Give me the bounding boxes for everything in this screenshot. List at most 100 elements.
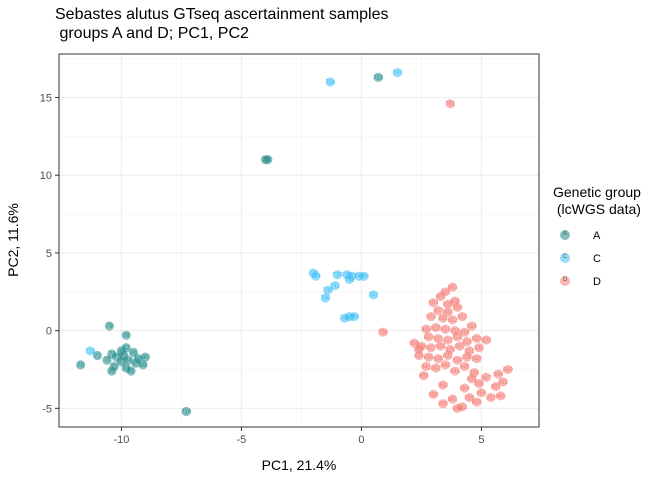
y-axis: -5 0 5 10 15 xyxy=(40,93,59,415)
data-point-label: 808 xyxy=(443,310,454,316)
data-point-label: 71 xyxy=(94,354,101,360)
data-point-group-d xyxy=(419,371,429,381)
data-point-label: 858 xyxy=(472,400,483,406)
data-point-group-a xyxy=(102,355,112,365)
data-point-group-d xyxy=(426,343,436,353)
data-point-group-a xyxy=(76,360,86,370)
y-tick-label: 0 xyxy=(46,326,52,338)
data-point-group-d xyxy=(481,335,491,345)
data-point-group-d xyxy=(472,354,482,364)
data-point-label: 814 xyxy=(467,324,478,330)
data-point-label: 809 xyxy=(452,305,463,311)
data-point-group-c xyxy=(330,280,340,291)
legend: Genetic group (lcWGS data) A A C C D D xyxy=(553,184,663,293)
data-point-group-d xyxy=(457,312,467,322)
data-point-group-d xyxy=(467,321,477,331)
data-point-group-c xyxy=(368,290,378,300)
data-point-group-a xyxy=(140,352,150,362)
data-point-label: 713 xyxy=(373,75,384,81)
data-point-group-d xyxy=(474,378,484,389)
data-point-label: 726 xyxy=(325,80,336,86)
data-point-label: 758 xyxy=(378,330,389,336)
data-point-group-d xyxy=(421,324,431,334)
data-point-group-d xyxy=(443,335,453,345)
data-point-label: 816 xyxy=(431,326,442,332)
x-tick-label: 5 xyxy=(478,434,484,446)
data-point-label: 807 xyxy=(433,308,444,314)
legend-title-line-2: (lcWGS data) xyxy=(553,201,641,217)
data-point-label: 831 xyxy=(464,349,475,355)
data-point-label: 850 xyxy=(474,381,485,387)
data-point-group-d xyxy=(452,302,462,312)
data-point-label: 761 xyxy=(445,102,456,108)
data-point-label: 734 xyxy=(311,274,322,280)
data-point-label: 750 xyxy=(349,315,360,321)
data-point-label: 834 xyxy=(414,354,425,360)
legend-title-line-1: Genetic group xyxy=(553,184,641,200)
data-point-group-d xyxy=(496,391,506,401)
data-point-group-d xyxy=(450,366,460,376)
data-point-label: 833 xyxy=(481,338,492,344)
data-point-label: 845 xyxy=(460,364,471,370)
data-point-group-a xyxy=(126,366,136,376)
data-point-label: 840 xyxy=(472,357,483,363)
data-point-label: 851 xyxy=(491,385,502,391)
data-point-group-c xyxy=(359,271,369,281)
data-point-label: 90 xyxy=(142,355,149,361)
data-point-group-c xyxy=(323,285,333,295)
data-point-label: 835 xyxy=(424,355,435,361)
data-point-label: 824 xyxy=(462,340,473,346)
data-point-group-d xyxy=(433,354,443,364)
chart-title-line-2: groups A and D; PC1, PC2 xyxy=(55,25,249,42)
data-point-label: 867 xyxy=(414,347,425,353)
data-point-group-a xyxy=(263,155,273,165)
data-point-group-d xyxy=(455,341,465,351)
data-point-label: 83 xyxy=(123,366,130,372)
data-point-label: 829 xyxy=(445,347,456,353)
data-point-group-d xyxy=(409,338,419,348)
data-point-group-d xyxy=(438,313,448,323)
data-point-group-d xyxy=(472,397,482,407)
legend-label-d: D xyxy=(593,275,601,288)
data-point-group-a xyxy=(107,366,117,376)
data-point-group-d xyxy=(460,361,470,371)
data-point-label: 742 xyxy=(330,284,341,290)
data-point-label: 72 xyxy=(108,352,115,358)
data-point-group-c xyxy=(392,68,402,78)
data-point-label: 801 xyxy=(448,285,459,291)
data-point-label: 842 xyxy=(431,366,442,372)
data-point-label: 838 xyxy=(452,358,463,364)
data-point-group-d xyxy=(472,333,482,344)
data-point-label: 806 xyxy=(450,299,461,305)
data-point-label: 825 xyxy=(472,336,483,342)
data-point-label: 847 xyxy=(481,375,492,381)
data-point-group-a xyxy=(373,72,383,82)
data-point-label: 82 xyxy=(120,354,127,360)
data-point-label: 827 xyxy=(426,346,437,352)
data-point-label: 79 xyxy=(106,324,113,330)
data-point-group-d xyxy=(452,332,462,342)
data-point-label: 803 xyxy=(436,294,447,300)
data-point-group-a xyxy=(181,406,191,417)
data-point-label: 818 xyxy=(450,329,461,335)
data-point-group-d xyxy=(424,332,434,342)
legend-key-a: A xyxy=(555,224,577,247)
data-point-label: 868 xyxy=(409,341,420,347)
data-point-label: 719 xyxy=(181,409,192,415)
legend-label-c: C xyxy=(593,252,601,265)
data-point-group-d xyxy=(474,343,484,353)
data-point-label: 746 xyxy=(359,274,370,280)
data-point-group-d xyxy=(493,369,503,379)
data-point-group-d xyxy=(436,291,446,302)
data-point-group-d xyxy=(440,324,450,334)
data-point-label: 743 xyxy=(392,71,403,77)
data-point-label: 822 xyxy=(443,338,454,344)
data-point-group-d xyxy=(452,403,462,413)
data-point-group-d xyxy=(460,327,470,337)
x-axis-title: PC1, 21.4% xyxy=(262,457,337,473)
data-point-label: 854 xyxy=(460,386,471,392)
data-point-label: 78 xyxy=(123,333,130,339)
x-axis: -10 -5 0 5 xyxy=(113,427,484,446)
data-point-group-d xyxy=(503,364,513,375)
y-tick-label: 15 xyxy=(40,93,52,105)
